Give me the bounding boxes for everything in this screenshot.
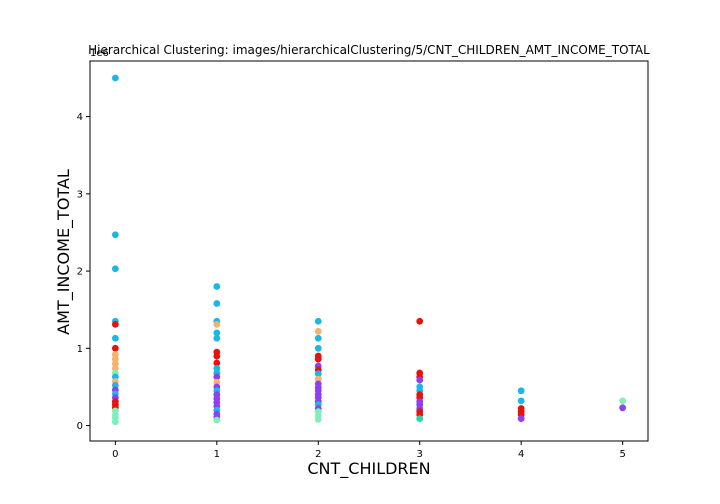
- data-point: [213, 334, 221, 342]
- data-point: [416, 415, 424, 422]
- data-point: [213, 359, 221, 367]
- y-tick-label: 4: [77, 112, 83, 123]
- data-point: [213, 373, 221, 381]
- x-tick-label: 5: [619, 449, 625, 460]
- data-point: [213, 300, 221, 307]
- data-point: [314, 327, 322, 335]
- data-point: [619, 404, 627, 412]
- data-point: [416, 376, 424, 384]
- data-point: [517, 397, 525, 405]
- data-point: [314, 355, 322, 363]
- x-axis-label: CNT_CHILDREN: [307, 459, 430, 479]
- data-point: [416, 317, 424, 325]
- data-point: [111, 265, 119, 273]
- data-point: [314, 344, 322, 352]
- y-axis-ticks: 0 1 2 3 4: [77, 112, 90, 432]
- data-point: [111, 344, 119, 352]
- y-tick-label: 0: [77, 421, 83, 432]
- data-point: [619, 397, 627, 405]
- data-point: [111, 74, 119, 82]
- y-tick-label: 1: [77, 344, 83, 355]
- data-point: [314, 317, 322, 325]
- data-point: [314, 334, 322, 342]
- x-tick-label: 3: [417, 449, 423, 460]
- data-point: [111, 418, 119, 426]
- y-tick-label: 2: [77, 267, 83, 278]
- x-tick-label: 4: [518, 449, 524, 460]
- x-tick-label: 1: [214, 449, 220, 460]
- data-point: [111, 231, 119, 239]
- data-point: [213, 329, 221, 337]
- y-tick-label: 3: [77, 189, 83, 200]
- data-point: [314, 415, 322, 423]
- data-point: [213, 352, 221, 360]
- data-point: [213, 283, 221, 290]
- plot-frame: [89, 60, 649, 442]
- chart-title: Hierarchical Clustering: images/hierarch…: [88, 43, 650, 57]
- data-point: [213, 416, 221, 424]
- y-axis-label: AMT_INCOME_TOTAL: [54, 169, 74, 335]
- data-point: [517, 387, 525, 395]
- y-offset-label: 1e6: [90, 48, 109, 59]
- x-tick-label: 2: [315, 449, 321, 460]
- data-point: [314, 370, 322, 378]
- data-point: [517, 415, 525, 422]
- data-point: [111, 334, 119, 342]
- x-axis-ticks: 0 1 2 3 4 5: [112, 441, 626, 460]
- x-tick-label: 0: [112, 449, 118, 460]
- data-point: [111, 320, 119, 328]
- data-point: [213, 320, 221, 328]
- points-layer: [111, 74, 627, 426]
